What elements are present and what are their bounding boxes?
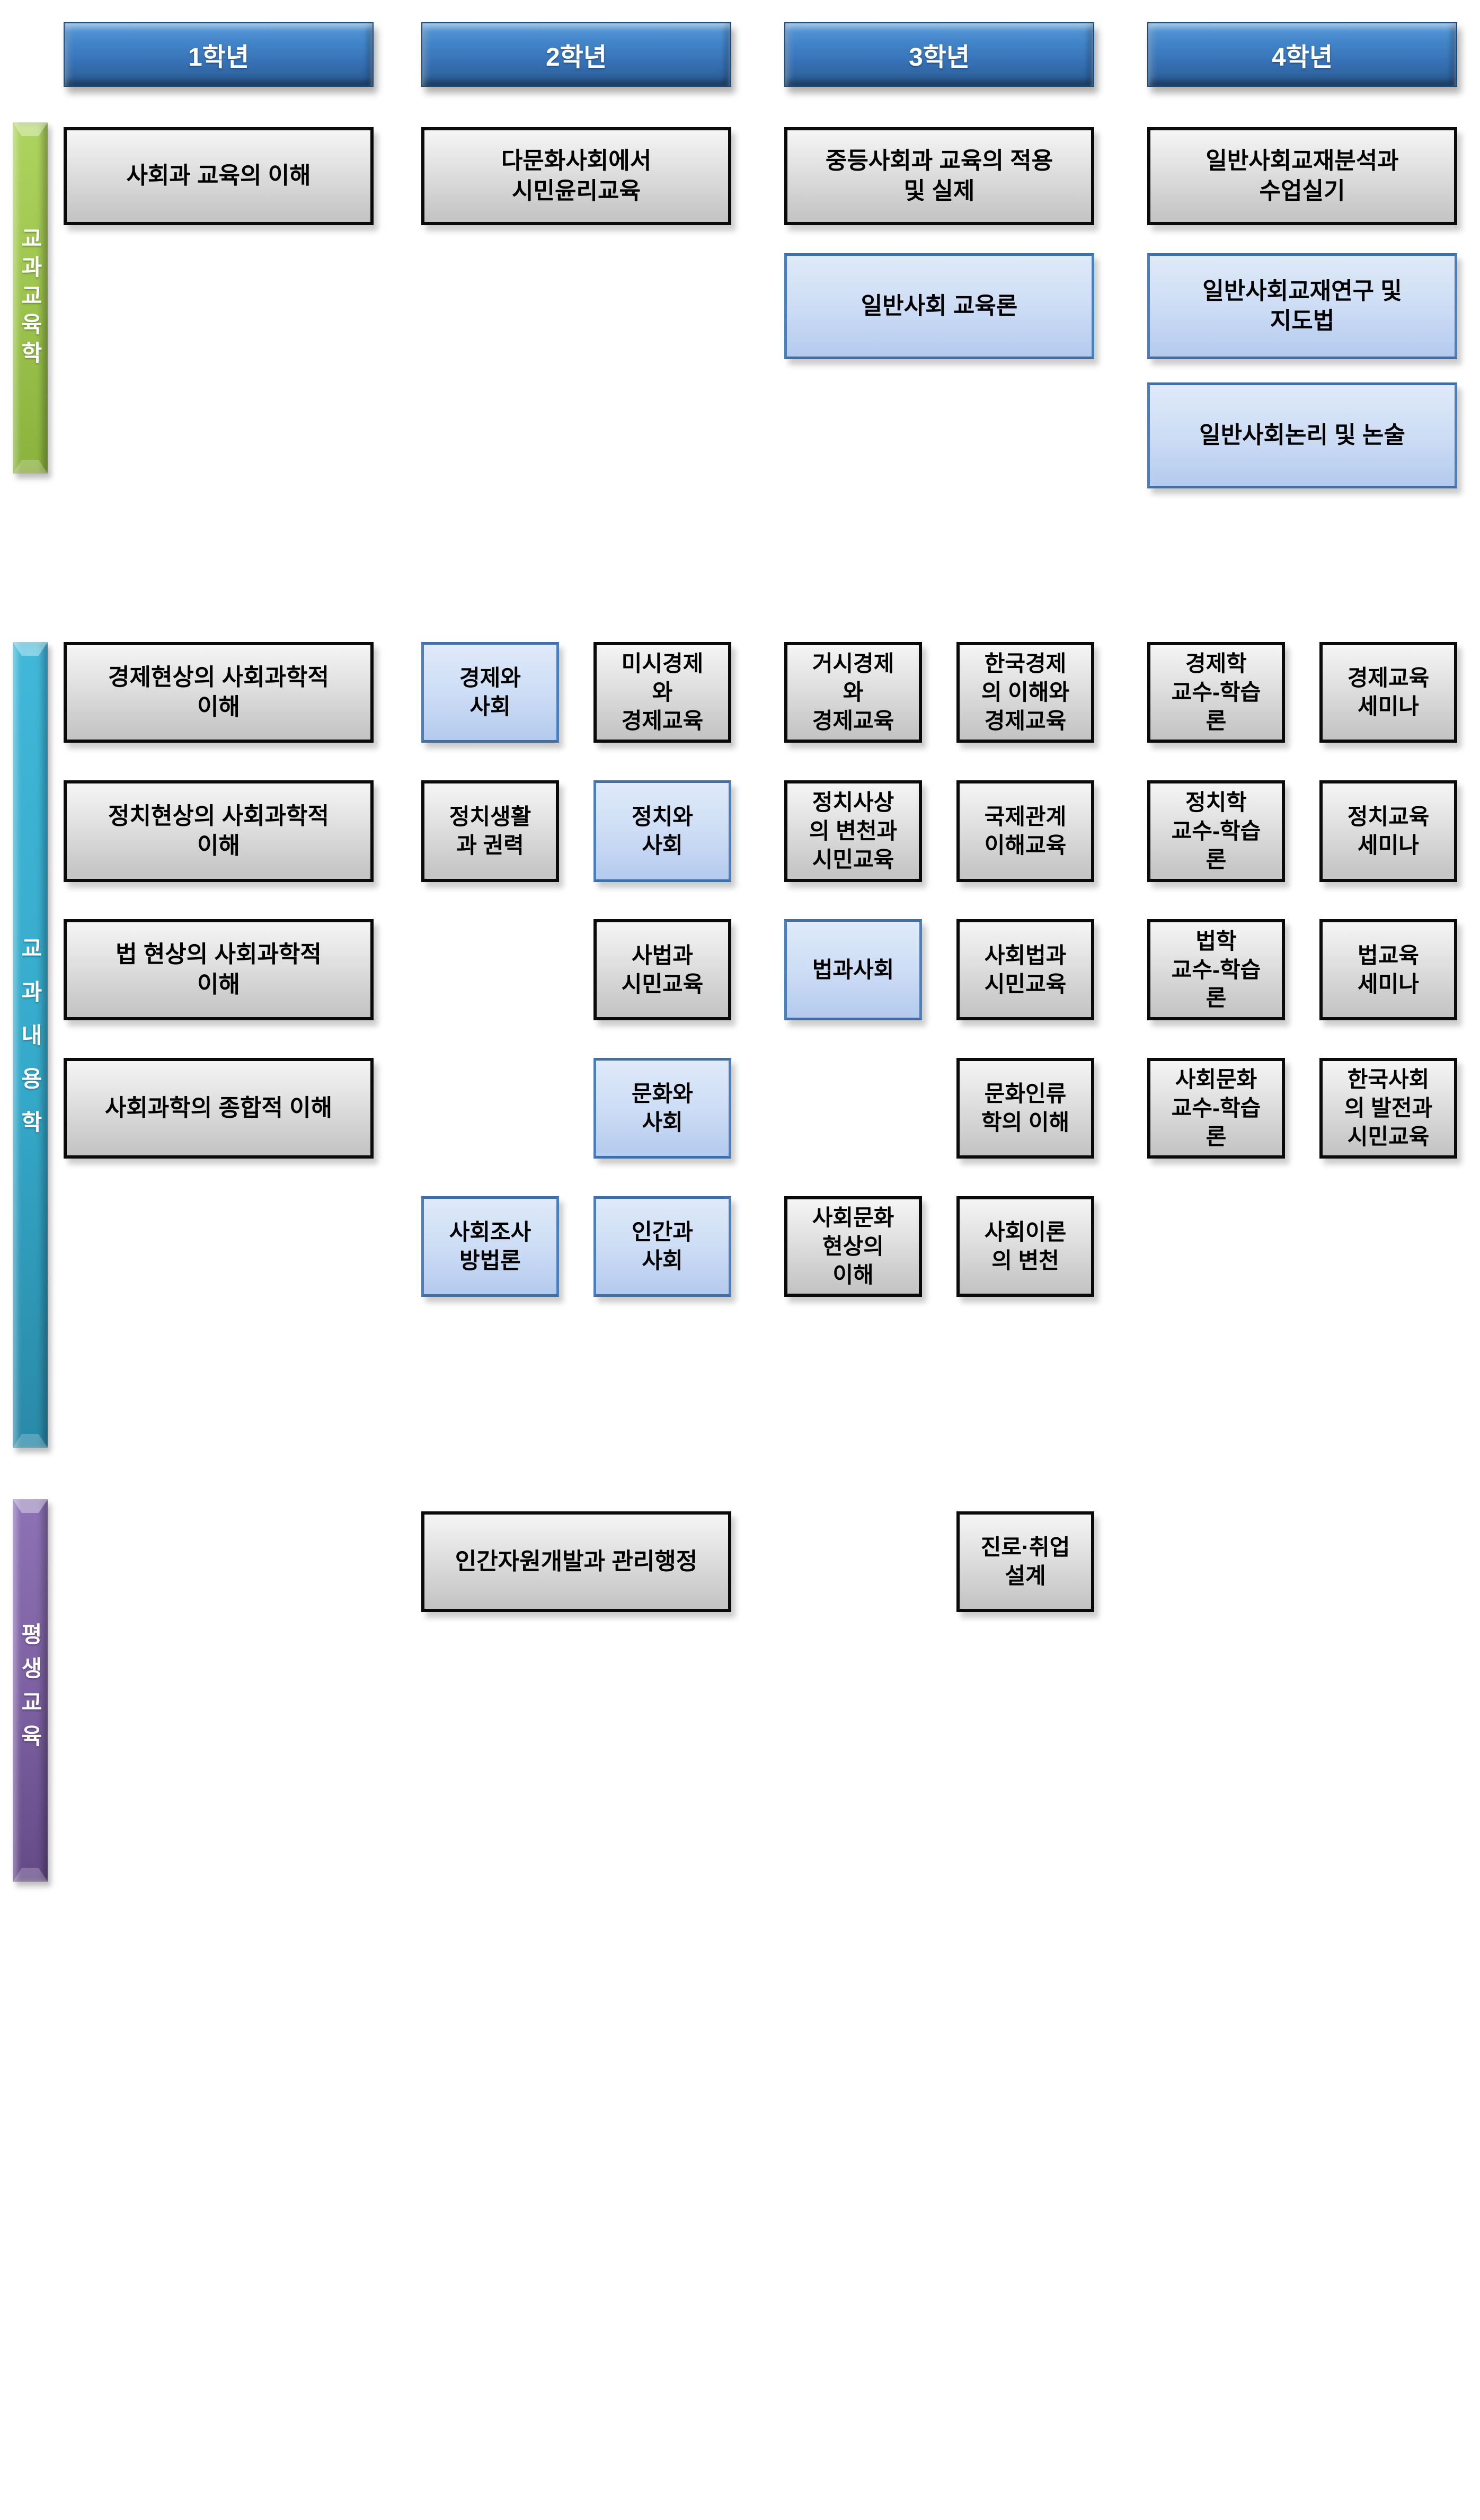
course-box: 일반사회논리 및 논술 bbox=[1147, 382, 1457, 488]
course-box: 경제교육 세미나 bbox=[1319, 642, 1457, 743]
course-box: 일반사회교재분석과 수업실기 bbox=[1147, 127, 1457, 225]
course-box: 사회과 교육의 이해 bbox=[64, 127, 374, 225]
course-box: 사회문화 현상의 이해 bbox=[784, 1196, 922, 1297]
course-box: 정치와 사회 bbox=[593, 780, 731, 882]
course-box: 경제학 교수-학습 론 bbox=[1147, 642, 1285, 743]
course-box: 법교육 세미나 bbox=[1319, 919, 1457, 1020]
course-box: 일반사회 교육론 bbox=[784, 253, 1094, 359]
course-box: 정치학 교수-학습 론 bbox=[1147, 780, 1285, 882]
course-box: 법과사회 bbox=[784, 919, 922, 1020]
course-box: 사회조사 방법론 bbox=[421, 1196, 559, 1297]
section-bar-lifelong-education: 평생교육 bbox=[13, 1499, 48, 1882]
year-header-3: 3학년 bbox=[784, 22, 1094, 87]
course-box: 다문화사회에서 시민윤리교육 bbox=[421, 127, 731, 225]
course-box: 인간자원개발과 관리행정 bbox=[421, 1511, 731, 1612]
course-box: 사회과학의 종합적 이해 bbox=[64, 1058, 374, 1159]
course-box: 미시경제 와 경제교육 bbox=[593, 642, 731, 743]
course-box: 문화인류 학의 이해 bbox=[956, 1058, 1094, 1159]
year-header-4: 4학년 bbox=[1147, 22, 1457, 87]
year-header-2: 2학년 bbox=[421, 22, 731, 87]
section-label: 교과교육학 bbox=[17, 226, 43, 370]
course-box: 거시경제 와 경제교육 bbox=[784, 642, 922, 743]
course-box: 사법과 시민교육 bbox=[593, 919, 731, 1020]
course-box: 정치사상 의 변천과 시민교육 bbox=[784, 780, 922, 882]
course-box: 경제현상의 사회과학적 이해 bbox=[64, 642, 374, 743]
course-box: 일반사회교재연구 및 지도법 bbox=[1147, 253, 1457, 359]
course-box: 인간과 사회 bbox=[593, 1196, 731, 1297]
course-box: 사회문화 교수-학습 론 bbox=[1147, 1058, 1285, 1159]
section-label: 평생교육 bbox=[17, 1623, 43, 1758]
course-box: 진로·취업 설계 bbox=[956, 1511, 1094, 1612]
course-box: 문화와 사회 bbox=[593, 1058, 731, 1159]
course-box: 법 현상의 사회과학적 이해 bbox=[64, 919, 374, 1020]
course-box: 경제와 사회 bbox=[421, 642, 559, 743]
course-box: 정치현상의 사회과학적 이해 bbox=[64, 780, 374, 882]
course-box: 한국사회 의 발전과 시민교육 bbox=[1319, 1058, 1457, 1159]
course-box: 정치생활 과 권력 bbox=[421, 780, 559, 882]
course-box: 사회이론 의 변천 bbox=[956, 1196, 1094, 1297]
section-bar-subject-content: 교과내용학 bbox=[13, 642, 48, 1448]
course-box: 한국경제 의 이해와 경제교육 bbox=[956, 642, 1094, 743]
section-bar-subject-pedagogy: 교과교육학 bbox=[13, 122, 48, 474]
course-box: 사회법과 시민교육 bbox=[956, 919, 1094, 1020]
course-box: 정치교육 세미나 bbox=[1319, 780, 1457, 882]
year-header-1: 1학년 bbox=[64, 22, 374, 87]
course-box: 중등사회과 교육의 적용 및 실제 bbox=[784, 127, 1094, 225]
course-box: 법학 교수-학습 론 bbox=[1147, 919, 1285, 1020]
course-box: 국제관계 이해교육 bbox=[956, 780, 1094, 882]
section-label: 교과내용학 bbox=[17, 936, 43, 1154]
